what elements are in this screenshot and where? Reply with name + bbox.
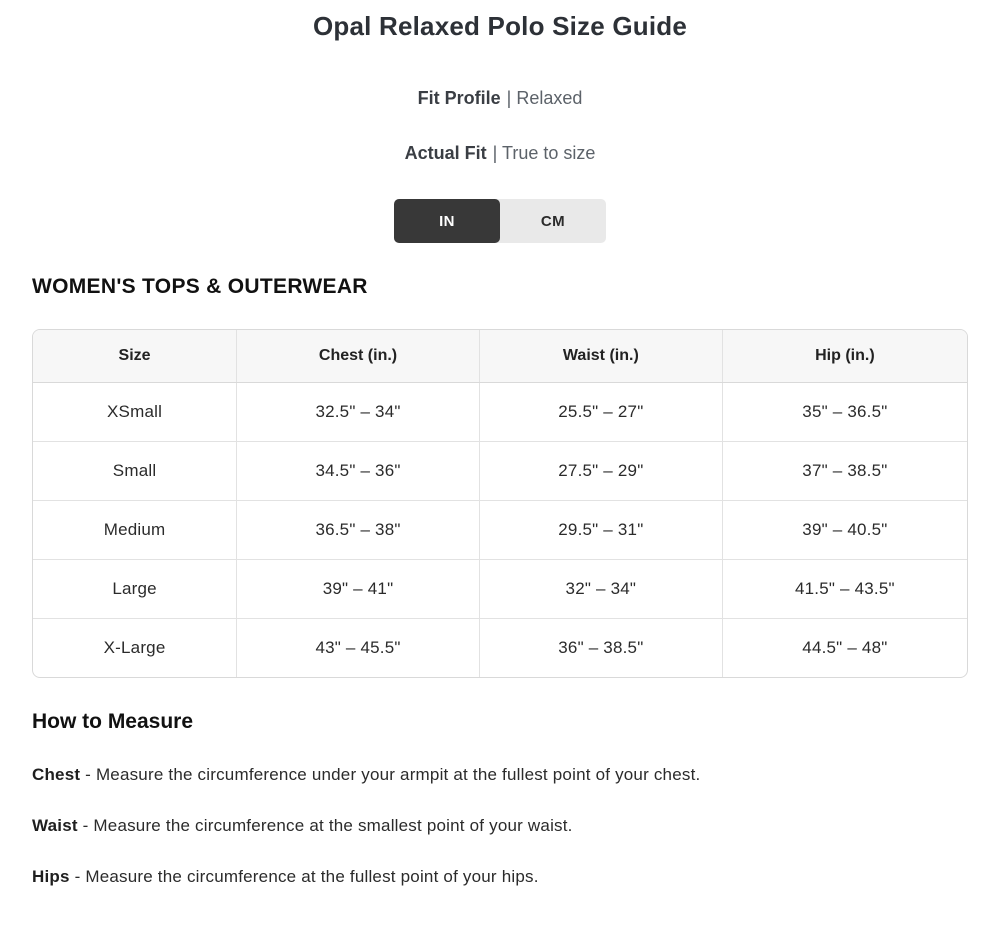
- column-header-size: Size: [33, 330, 237, 383]
- measure-label-hips: Hips: [32, 867, 70, 886]
- table-row: Large 39" – 41" 32" – 34" 41.5" – 43.5": [33, 558, 967, 618]
- size-cell: Large: [33, 558, 237, 618]
- column-header-waist: Waist (in.): [478, 330, 723, 383]
- chest-cell: 36.5" – 38": [236, 499, 480, 559]
- table-row: X-Large 43" – 45.5" 36" – 38.5" 44.5" – …: [33, 617, 967, 677]
- measure-text-waist: - Measure the circumference at the small…: [77, 816, 573, 835]
- chest-cell: 32.5" – 34": [236, 382, 480, 441]
- unit-toggle-cm-button[interactable]: CM: [500, 199, 606, 243]
- size-cell: Small: [33, 440, 237, 500]
- measure-label-chest: Chest: [32, 765, 81, 784]
- hip-cell: 44.5" – 48": [721, 617, 967, 677]
- waist-cell: 36" – 38.5": [478, 617, 723, 677]
- hip-cell: 35" – 36.5": [721, 382, 967, 441]
- hip-cell: 41.5" – 43.5": [721, 558, 967, 618]
- fit-profile-label: Fit Profile: [417, 88, 501, 108]
- chest-cell: 34.5" – 36": [236, 440, 480, 500]
- measure-label-waist: Waist: [32, 816, 78, 835]
- waist-cell: 29.5" – 31": [478, 499, 723, 559]
- page-title: Opal Relaxed Polo Size Guide: [312, 11, 688, 41]
- table-row: XSmall 32.5" – 34" 25.5" – 27" 35" – 36.…: [33, 382, 967, 441]
- size-table: Size Chest (in.) Waist (in.) Hip (in.) X…: [32, 329, 968, 678]
- measure-item-waist: Waist - Measure the circumference at the…: [32, 816, 968, 836]
- size-guide-page: Opal Relaxed Polo Size Guide Fit Profile…: [32, 11, 968, 887]
- actual-fit-label: Actual Fit: [404, 143, 487, 163]
- measure-text-hips: - Measure the circumference at the fulle…: [69, 867, 539, 886]
- waist-cell: 32" – 34": [478, 558, 723, 618]
- how-to-measure-heading: How to Measure: [32, 710, 194, 733]
- column-header-chest: Chest (in.): [236, 330, 480, 383]
- size-cell: Medium: [33, 499, 237, 559]
- measure-item-hips: Hips - Measure the circumference at the …: [32, 867, 968, 887]
- hip-cell: 39" – 40.5": [721, 499, 967, 559]
- waist-cell: 25.5" – 27": [478, 382, 723, 441]
- table-row: Small 34.5" – 36" 27.5" – 29" 37" – 38.5…: [33, 440, 967, 500]
- table-row: Medium 36.5" – 38" 29.5" – 31" 39" – 40.…: [33, 499, 967, 559]
- fit-profile-line: Fit Profile | Relaxed: [32, 88, 968, 108]
- fit-profile-value: | Relaxed: [506, 88, 583, 108]
- table-header-row: Size Chest (in.) Waist (in.) Hip (in.): [33, 330, 967, 383]
- chest-cell: 43" – 45.5": [236, 617, 480, 677]
- size-cell: X-Large: [33, 617, 237, 677]
- actual-fit-line: Actual Fit | True to size: [32, 143, 968, 163]
- actual-fit-value: | True to size: [492, 143, 596, 163]
- column-header-hip: Hip (in.): [721, 330, 967, 383]
- hip-cell: 37" – 38.5": [721, 440, 967, 500]
- unit-toggle: IN CM: [394, 199, 606, 243]
- section-heading: WOMEN'S TOPS & OUTERWEAR: [32, 275, 368, 298]
- measure-item-chest: Chest - Measure the circumference under …: [32, 765, 968, 785]
- size-cell: XSmall: [107, 401, 163, 421]
- chest-cell: 39" – 41": [236, 558, 480, 618]
- waist-cell: 27.5" – 29": [478, 440, 723, 500]
- unit-toggle-in-button[interactable]: IN: [394, 199, 500, 243]
- measure-text-chest: - Measure the circumference under your a…: [80, 765, 701, 784]
